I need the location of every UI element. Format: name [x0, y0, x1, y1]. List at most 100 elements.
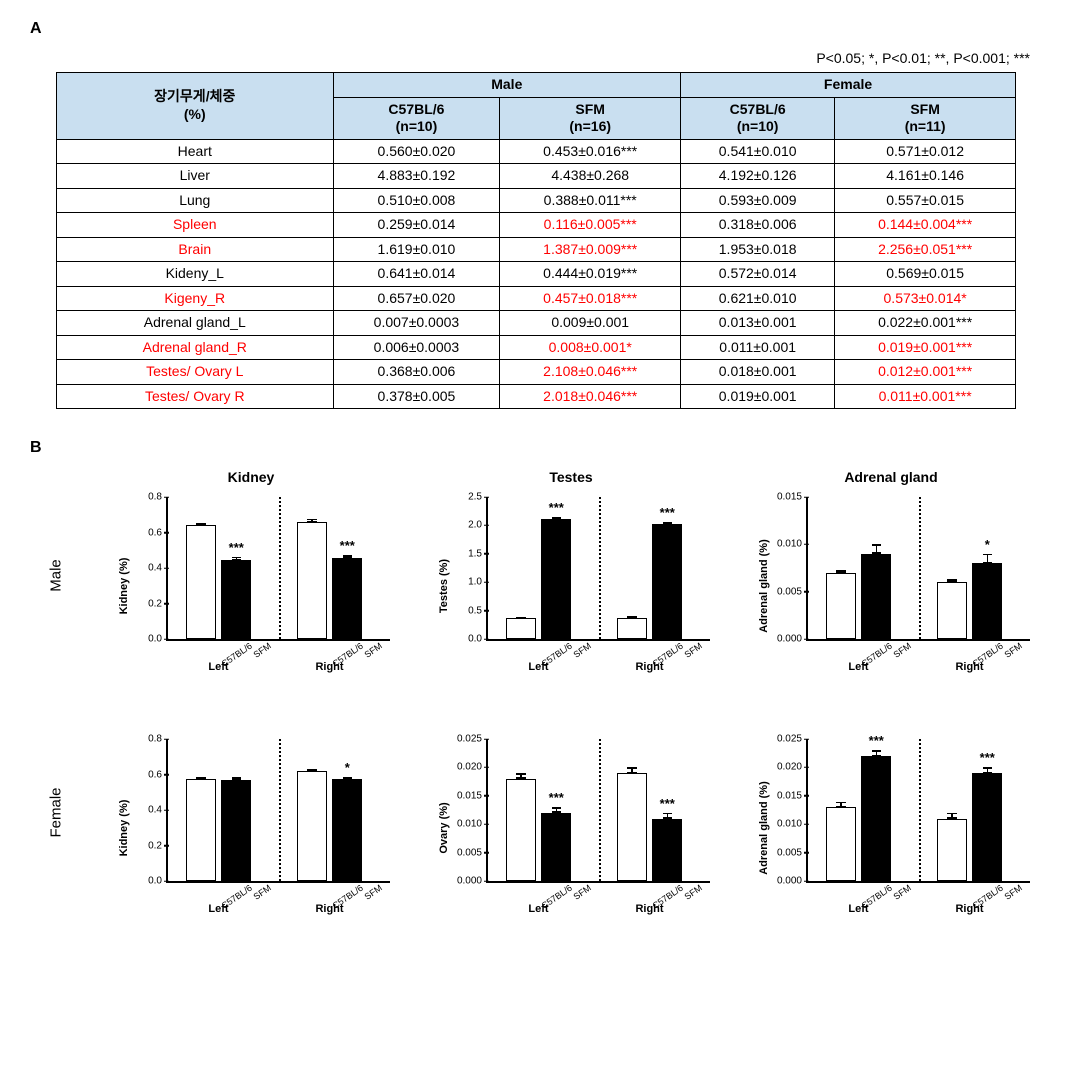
- row-label: Lung: [57, 188, 334, 213]
- table-row: Spleen0.259±0.0140.116±0.005***0.318±0.0…: [57, 213, 1016, 238]
- y-tick: 0.015: [457, 790, 488, 801]
- bar: [826, 573, 856, 639]
- cell: 0.013±0.001: [681, 311, 835, 336]
- y-tick: 0.5: [468, 605, 488, 616]
- divider-line: [279, 497, 281, 639]
- cell: 0.007±0.0003: [333, 311, 500, 336]
- cell: 4.192±0.126: [681, 164, 835, 189]
- row-label: Heart: [57, 139, 334, 164]
- y-tick: 0.6: [148, 527, 168, 538]
- x-group-left: Left: [848, 903, 868, 915]
- y-tick: 2.0: [468, 520, 488, 531]
- plot-area: 0.00.51.01.52.02.5C57BL/6***SFMC57BL/6**…: [486, 497, 710, 641]
- y-tick: 2.5: [468, 492, 488, 503]
- cell: 0.593±0.009: [681, 188, 835, 213]
- y-axis-label: Adrenal gland (%): [758, 539, 770, 633]
- table-row: Testes/ Ovary R0.378±0.0052.018±0.046***…: [57, 384, 1016, 409]
- y-tick: 0.6: [148, 769, 168, 780]
- chart-cell: Kidney (%) 0.00.20.40.60.8C57BL/6SFMC57BL…: [106, 711, 396, 923]
- panel-b-label: B: [30, 439, 1042, 457]
- error-bar: [667, 522, 669, 525]
- x-group-right: Right: [315, 903, 343, 915]
- error-bar: [840, 802, 842, 808]
- row-label: Liver: [57, 164, 334, 189]
- panel-a-label: A: [30, 20, 1042, 38]
- significance-marker: ***: [869, 733, 884, 748]
- y-tick: 0.0: [148, 876, 168, 887]
- error-bar: [951, 579, 953, 582]
- chart-box: Ovary (%)0.0000.0050.0100.0150.0200.025C…: [426, 733, 716, 923]
- y-axis-label: Kidney (%): [118, 558, 130, 615]
- significance-marker: ***: [229, 540, 244, 555]
- bar: [617, 773, 647, 881]
- cell: 0.641±0.014: [333, 262, 500, 287]
- bar: [297, 522, 327, 639]
- x-tick-label: SFM: [1002, 881, 1024, 902]
- chart-title: [106, 711, 396, 729]
- bar: [541, 813, 571, 881]
- y-tick: 0.010: [457, 819, 488, 830]
- bar: [937, 819, 967, 881]
- table-col-female-c57: C57BL/6(n=10): [681, 97, 835, 139]
- y-tick: 0.0: [468, 634, 488, 645]
- row-label: Kideny_L: [57, 262, 334, 287]
- x-tick-label: SFM: [1002, 639, 1024, 660]
- chart-box: Adrenal gland (%) 0.0000.0050.0100.0150.0…: [746, 733, 1036, 923]
- cell: 0.510±0.008: [333, 188, 500, 213]
- plot-area: 0.0000.0050.0100.015C57BL/6SFMC57BL/6*SF…: [806, 497, 1030, 641]
- cell: 0.008±0.001*: [500, 335, 681, 360]
- chart-row: MaleKidneyKidney (%)0.00.20.40.60.8C57BL…: [36, 469, 1036, 681]
- bar: [221, 780, 251, 881]
- significance-marker: *: [985, 537, 990, 552]
- y-axis-label: Ovary (%): [438, 802, 450, 853]
- significance-marker: ***: [660, 796, 675, 811]
- bar: [652, 819, 682, 881]
- x-tick-label: SFM: [571, 881, 593, 902]
- table-col-male: Male: [333, 73, 681, 98]
- error-bar: [347, 777, 349, 779]
- chart-title: Kidney: [106, 469, 396, 487]
- chart-box: Adrenal gland (%) 0.0000.0050.0100.015C57…: [746, 491, 1036, 681]
- row-label: Testes/ Ovary L: [57, 360, 334, 385]
- cell: 0.560±0.020: [333, 139, 500, 164]
- plot-area: 0.0000.0050.0100.0150.0200.025C57BL/6***…: [806, 739, 1030, 883]
- x-group-right: Right: [955, 903, 983, 915]
- cell: 0.444±0.019***: [500, 262, 681, 287]
- table-row: Kideny_L0.641±0.0140.444±0.019***0.572±0…: [57, 262, 1016, 287]
- x-group-right: Right: [955, 661, 983, 673]
- error-bar: [556, 517, 558, 520]
- cell: 0.019±0.001: [681, 384, 835, 409]
- bar: [937, 582, 967, 639]
- y-axis-label: Adrenal gland (%): [758, 781, 770, 875]
- y-tick: 0.8: [148, 734, 168, 745]
- plot-area: 0.00.20.40.60.8C57BL/6SFMC57BL/6*SFMLeft…: [166, 739, 390, 883]
- y-tick: 0.005: [457, 847, 488, 858]
- chart-cell: TestesTestes (%)0.00.51.01.52.02.5C57BL/…: [426, 469, 716, 681]
- cell: 1.387±0.009***: [500, 237, 681, 262]
- chart-title: Adrenal gland: [746, 469, 1036, 487]
- error-bar: [311, 769, 313, 771]
- x-group-left: Left: [208, 661, 228, 673]
- error-bar: [200, 523, 202, 525]
- y-tick: 0.005: [777, 586, 808, 597]
- y-tick: 0.8: [148, 492, 168, 503]
- cell: 0.557±0.015: [835, 188, 1016, 213]
- y-tick: 0.020: [777, 762, 808, 773]
- cell: 1.953±0.018: [681, 237, 835, 262]
- organ-weight-table: 장기무게/체중 (%) Male Female C57BL/6(n=10) SF…: [56, 72, 1016, 409]
- cell: 0.006±0.0003: [333, 335, 500, 360]
- bar: [861, 554, 891, 639]
- significance-marker: ***: [549, 500, 564, 515]
- significance-marker: *: [345, 760, 350, 775]
- chart-row: FemaleKidney (%)0.00.20.40.60.8C57BL/6SF…: [36, 711, 1036, 923]
- chart-title: [426, 711, 716, 729]
- error-bar: [987, 554, 989, 563]
- cell: 4.438±0.268: [500, 164, 681, 189]
- x-tick-label: SFM: [362, 639, 384, 660]
- cell: 0.368±0.006: [333, 360, 500, 385]
- error-bar: [311, 519, 313, 523]
- y-tick: 0.020: [457, 762, 488, 773]
- bar: [617, 618, 647, 639]
- cell: 0.009±0.001: [500, 311, 681, 336]
- y-axis-label: Kidney (%): [118, 800, 130, 857]
